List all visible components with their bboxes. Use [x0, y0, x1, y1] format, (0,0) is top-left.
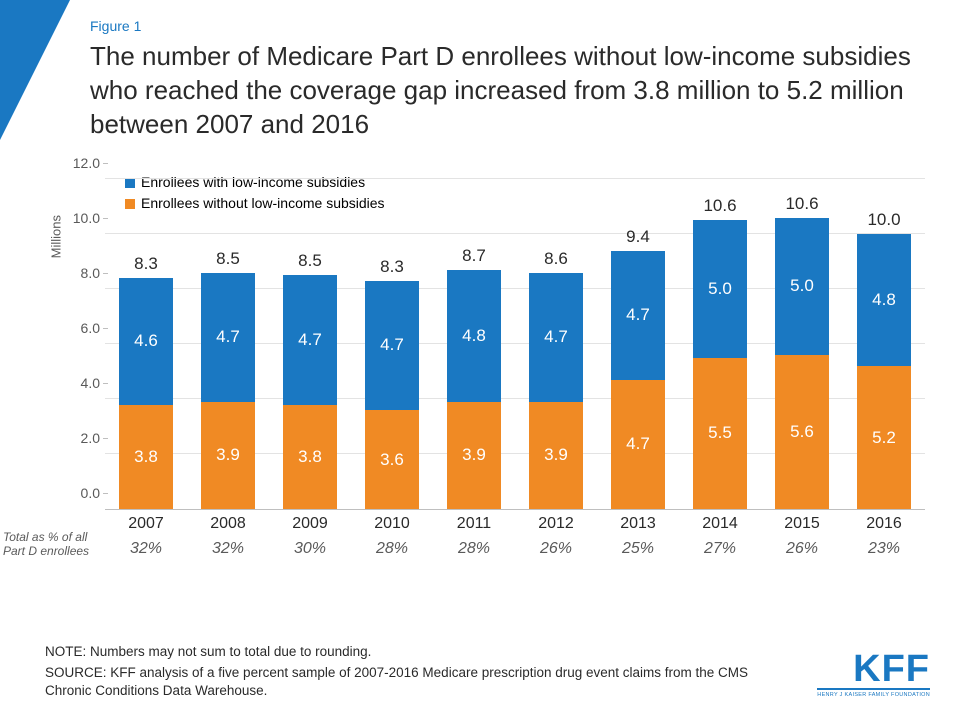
bar-column: 5.55.0 10.6	[679, 180, 761, 509]
bar-segment-with: 4.8	[857, 234, 911, 366]
x-tick-year: 2010	[351, 515, 433, 533]
bar-segment-with: 4.6	[119, 278, 173, 405]
bar-segment-with: 5.0	[693, 220, 747, 358]
x-tick-year: 2009	[269, 515, 351, 533]
plot-area: 3.84.68.33.94.78.53.84.78.53.64.78.33.94…	[105, 180, 925, 510]
footer-source: SOURCE: KFF analysis of a five percent s…	[45, 664, 795, 700]
pct-cell: 28%	[351, 540, 433, 558]
stacked-bar: 3.94.78.6	[529, 273, 583, 510]
page-title: The number of Medicare Part D enrollees …	[90, 40, 920, 141]
bar-segment-without: 5.5	[693, 358, 747, 509]
x-tick-year: 2014	[679, 515, 761, 533]
x-tick-year: 2008	[187, 515, 269, 533]
bar-total-label: 10.6	[703, 196, 736, 216]
pct-cell: 28%	[433, 540, 515, 558]
bar-segment-without: 3.9	[529, 402, 583, 509]
bar-segment-without: 5.2	[857, 366, 911, 509]
bar-segment-with: 4.7	[365, 281, 419, 410]
figure-label: Figure 1	[90, 18, 920, 34]
bar-column: 3.94.7 8.5	[187, 180, 269, 509]
pct-cell: 26%	[515, 540, 597, 558]
x-tick-year: 2011	[433, 515, 515, 533]
bar-total-label: 8.7	[462, 246, 486, 266]
x-tick-year: 2013	[597, 515, 679, 533]
bar-total-label: 8.3	[380, 257, 404, 277]
pct-cell: 30%	[269, 540, 351, 558]
chart: Millions Enrollees with low-income subsi…	[45, 180, 925, 600]
header: Figure 1 The number of Medicare Part D e…	[0, 0, 960, 149]
bar-column: 4.74.7 9.4	[597, 180, 679, 509]
stacked-bar: 3.64.78.3	[365, 281, 419, 509]
y-tick: 0.0	[55, 485, 100, 501]
pct-row: 32%32%30%28%28%26%25%27%26%23%	[105, 540, 925, 558]
pct-row-label: Total as % of all Part D enrollees	[3, 530, 103, 559]
stacked-bar: 4.74.79.4	[611, 251, 665, 510]
kff-logo: KFF HENRY J KAISER FAMILY FOUNDATION	[817, 652, 930, 698]
stacked-bar: 5.55.010.6	[693, 220, 747, 509]
bar-total-label: 8.5	[216, 249, 240, 269]
pct-cell: 26%	[761, 540, 843, 558]
stacked-bar: 3.84.68.3	[119, 278, 173, 509]
bar-column: 5.24.8 10.0	[843, 180, 925, 509]
y-tick: 10.0	[55, 210, 100, 226]
bar-segment-without: 5.6	[775, 355, 829, 509]
y-tick: 6.0	[55, 320, 100, 336]
x-tick-year: 2015	[761, 515, 843, 533]
x-tick-year: 2012	[515, 515, 597, 533]
bars-container: 3.84.68.33.94.78.53.84.78.53.64.78.33.94…	[105, 180, 925, 509]
bar-column: 3.64.7 8.3	[351, 180, 433, 509]
pct-cell: 32%	[187, 540, 269, 558]
x-tick-year: 2007	[105, 515, 187, 533]
stacked-bar: 3.94.78.5	[201, 273, 255, 510]
bar-segment-with: 5.0	[775, 218, 829, 356]
bar-segment-with: 4.7	[201, 273, 255, 402]
stacked-bar: 3.84.78.5	[283, 275, 337, 509]
pct-cell: 23%	[843, 540, 925, 558]
y-tick: 4.0	[55, 375, 100, 391]
bar-segment-without: 3.8	[119, 405, 173, 510]
bar-segment-with: 4.8	[447, 270, 501, 402]
bar-total-label: 9.4	[626, 227, 650, 247]
gridline	[105, 178, 925, 179]
stacked-bar: 5.24.810.0	[857, 234, 911, 509]
bar-column: 3.84.6 8.3	[105, 180, 187, 509]
y-tick: 8.0	[55, 265, 100, 281]
bar-column: 5.65.0 10.6	[761, 180, 843, 509]
x-axis-years: 2007200820092010201120122013201420152016	[105, 515, 925, 533]
stacked-bar: 5.65.010.6	[775, 218, 829, 510]
bar-total-label: 10.6	[785, 194, 818, 214]
pct-cell: 27%	[679, 540, 761, 558]
y-tick: 12.0	[55, 155, 100, 171]
bar-segment-without: 3.9	[201, 402, 255, 509]
bar-total-label: 10.0	[867, 210, 900, 230]
bar-segment-with: 4.7	[529, 273, 583, 402]
bar-segment-with: 4.7	[611, 251, 665, 380]
bar-segment-without: 4.7	[611, 380, 665, 509]
bar-total-label: 8.3	[134, 254, 158, 274]
pct-cell: 32%	[105, 540, 187, 558]
bar-segment-without: 3.6	[365, 410, 419, 509]
bar-column: 3.94.7 8.6	[515, 180, 597, 509]
y-tick: 2.0	[55, 430, 100, 446]
bar-total-label: 8.5	[298, 251, 322, 271]
pct-cell: 25%	[597, 540, 679, 558]
bar-segment-without: 3.9	[447, 402, 501, 509]
footer: NOTE: Numbers may not sum to total due t…	[45, 643, 795, 700]
bar-column: 3.94.8 8.7	[433, 180, 515, 509]
bar-column: 3.84.7 8.5	[269, 180, 351, 509]
bar-segment-with: 4.7	[283, 275, 337, 404]
kff-logo-text: KFF	[817, 652, 930, 686]
bar-segment-without: 3.8	[283, 405, 337, 510]
footer-note: NOTE: Numbers may not sum to total due t…	[45, 643, 795, 661]
stacked-bar: 3.94.88.7	[447, 270, 501, 509]
x-tick-year: 2016	[843, 515, 925, 533]
bar-total-label: 8.6	[544, 249, 568, 269]
